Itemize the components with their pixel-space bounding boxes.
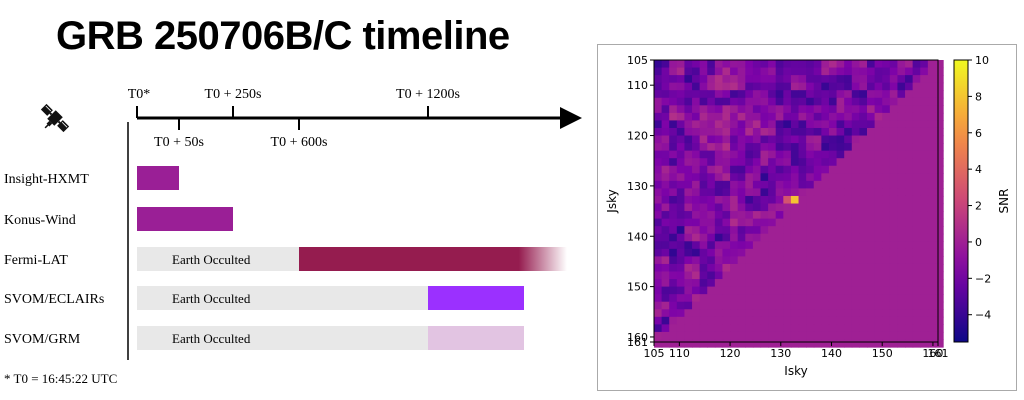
instrument-label: Fermi-LAT xyxy=(4,253,68,268)
active-bar xyxy=(428,326,524,350)
occulted-bar xyxy=(137,326,428,350)
x-tick-label: 161 xyxy=(928,347,949,360)
y-tick-label: 161 xyxy=(627,336,648,349)
y-tick-label: 150 xyxy=(627,281,648,294)
x-tick-label: 105 xyxy=(644,347,665,360)
tick-label-below: T0 + 600s xyxy=(271,135,328,150)
y-tick-label: 160 xyxy=(627,331,648,344)
tick-label-above: T0 + 1200s xyxy=(396,87,460,102)
footnote: * T0 = 16:45:22 UTC xyxy=(4,371,117,386)
colorbar-label: SNR xyxy=(997,189,1011,214)
active-bar xyxy=(428,286,524,310)
y-axis-label: Jsky xyxy=(605,189,619,213)
y-tick-label: 130 xyxy=(627,180,648,193)
heatmap-panel: 105 110 120 130 140 150 160 161 105 110 120 130 140 1… xyxy=(597,44,1017,391)
colorbar-tick-label: 4 xyxy=(975,163,982,176)
colorbar-tick-label: 0 xyxy=(975,236,982,249)
occulted-bar xyxy=(137,247,299,271)
tick-label-below: T0 + 50s xyxy=(154,135,204,150)
colorbar-tick-label: 6 xyxy=(975,127,982,140)
colorbar-tick-label: −4 xyxy=(975,309,991,322)
colorbar-tick-label: −2 xyxy=(975,272,991,285)
x-tick-label: 160 xyxy=(922,347,943,360)
active-bar xyxy=(137,166,179,190)
x-axis-label: Isky xyxy=(784,364,807,378)
satellite-icon xyxy=(40,103,70,133)
occulted-bar xyxy=(137,286,428,310)
tick-label-above: T0 + 250s xyxy=(205,87,262,102)
x-tick-label: 120 xyxy=(720,347,741,360)
instrument-label: SVOM/GRM xyxy=(4,332,81,347)
occulted-label: Earth Occulted xyxy=(172,252,251,267)
active-bar xyxy=(137,207,233,231)
colorbar xyxy=(953,59,969,343)
heatmap-frame xyxy=(653,59,939,343)
heatmap-cells xyxy=(654,60,944,348)
x-tick-label: 110 xyxy=(669,347,690,360)
x-tick-label: 130 xyxy=(770,347,791,360)
x-tick-label: 150 xyxy=(872,347,893,360)
instrument-label: Konus-Wind xyxy=(4,213,76,228)
y-tick-label: 120 xyxy=(627,130,648,143)
y-tick-label: 140 xyxy=(627,230,648,243)
colorbar-tick-label: 10 xyxy=(975,54,989,67)
y-tick-label: 105 xyxy=(627,54,648,67)
page-title: GRB 250706B/C timeline xyxy=(56,14,510,58)
instrument-label: SVOM/ECLAIRs xyxy=(4,292,104,307)
y-tick-label: 110 xyxy=(627,79,648,92)
colorbar-tick-label: 2 xyxy=(975,200,982,213)
occulted-label: Earth Occulted xyxy=(172,331,251,346)
x-tick-label: 140 xyxy=(821,347,842,360)
occulted-label: Earth Occulted xyxy=(172,291,251,306)
colorbar-tick-label: 8 xyxy=(975,90,982,103)
tick-label-above: T0* xyxy=(128,87,151,102)
time-axis-arrow xyxy=(560,107,582,129)
active-bar xyxy=(299,247,567,271)
instrument-label: Insight-HXMT xyxy=(4,172,89,187)
